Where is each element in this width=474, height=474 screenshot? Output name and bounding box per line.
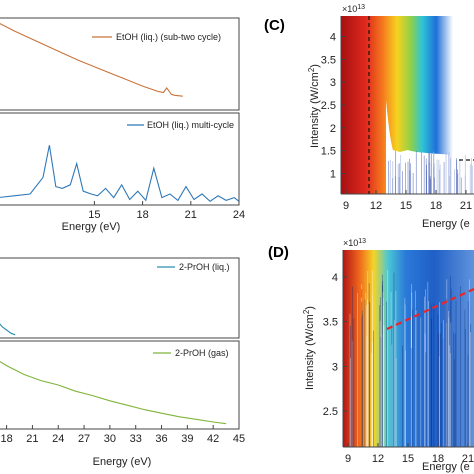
x-axis-label-b: Energy (eV)	[93, 456, 152, 468]
y-tick-label: 4	[332, 272, 338, 284]
panel-label-c: (C)	[264, 17, 285, 34]
y-axis-label-d: Intensity (W/cm2)	[302, 306, 316, 390]
y-tick-label: 2.5	[321, 100, 336, 112]
axes-frame-a-top	[0, 17, 240, 111]
x-tick-label: 21	[26, 433, 38, 445]
x-tick-label: 27	[78, 433, 90, 445]
x-tick-label: 18	[0, 433, 12, 445]
axes-frame-b-bottom	[0, 340, 240, 430]
legend-label-a-bottom: EtOH (liq.) multi-cycle	[147, 120, 234, 130]
axes-frame-a-bottom	[0, 112, 240, 206]
axes-frame-b-top	[0, 257, 240, 339]
series-line-a-top	[0, 23, 183, 97]
multiplier-c: ×1013	[342, 4, 365, 14]
heatmap-d-fill	[343, 250, 474, 447]
panel-label-d: (D)	[268, 244, 289, 261]
y-tick-label: 1	[330, 168, 336, 180]
legend-label-b-top: 2-PrOH (liq.)	[179, 262, 230, 272]
x-tick-label: 18	[430, 200, 442, 212]
x-axis-label-a: Energy (eV)	[62, 221, 121, 233]
x-tick-label: 21	[462, 453, 474, 465]
panel-a-bottom: EtOH (liq.) multi-cycle 15 18 21 24 Energy …	[0, 112, 245, 233]
y-tick-label: 2.5	[323, 406, 338, 418]
legend-label-b-bottom: 2-PrOH (gas)	[175, 348, 229, 358]
panel-a-top: EtOH (liq.) (sub-two cycle)	[0, 17, 240, 111]
y-tick-label: 3.5	[321, 54, 336, 66]
multiplier-d: ×1013	[343, 238, 366, 248]
x-tick-label: 15	[402, 453, 414, 465]
x-axis-label-c: Energy (e	[422, 218, 470, 230]
y-axis-label-c: Intensity (W/cm2)	[307, 64, 321, 148]
x-tick-label: 24	[233, 209, 245, 221]
x-tick-label: 24	[52, 433, 64, 445]
x-axis-label-d: Energy (e	[422, 461, 470, 473]
x-tick-label: 15	[88, 209, 100, 221]
x-tick-label: 9	[345, 453, 351, 465]
x-tick-label: 33	[130, 433, 142, 445]
y-tick-label: 3	[332, 361, 338, 373]
x-tick-label: 36	[155, 433, 167, 445]
y-tick-label: 3.5	[323, 317, 338, 329]
x-tick-label: 18	[136, 209, 148, 221]
panel-c: 9 12 15 18 21 1 1.5 2 2.5 3 3.5 4 ×1013 Intensity (…	[307, 4, 474, 230]
x-tick-label: 18	[432, 453, 444, 465]
x-tick-label: 12	[370, 200, 382, 212]
x-tick-label: 9	[343, 200, 349, 212]
series-line-a-bottom	[0, 145, 240, 202]
y-tick-label: 4	[330, 32, 336, 44]
x-tick-label: 12	[372, 453, 384, 465]
series-line-b-top	[0, 323, 16, 336]
x-tick-label: 45	[233, 433, 245, 445]
x-tick-label: 21	[460, 200, 472, 212]
legend-label-a-top: EtOH (liq.) (sub-two cycle)	[116, 32, 221, 42]
x-tick-label: 15	[400, 200, 412, 212]
x-tick-label: 39	[181, 433, 193, 445]
x-tick-label: 21	[185, 209, 197, 221]
panel-d: 9 12 15 18 21 2.5 3 3.5 4 ×1013 Intensity (W/cm2…	[302, 238, 474, 473]
y-tick-label: 1.5	[321, 146, 336, 158]
red-dashed-trend-d	[386, 288, 474, 330]
y-tick-label: 3	[330, 77, 336, 89]
x-tick-label: 30	[104, 433, 116, 445]
panel-b-bottom: 2-PrOH (gas) 18 21 24 27 30 33 36 39 42 45 Energy…	[0, 340, 245, 468]
y-tick-label: 2	[330, 123, 336, 135]
panel-b-top: 2-PrOH (liq.)	[0, 257, 240, 339]
series-line-b-bottom	[0, 360, 227, 425]
x-tick-label: 42	[207, 433, 219, 445]
